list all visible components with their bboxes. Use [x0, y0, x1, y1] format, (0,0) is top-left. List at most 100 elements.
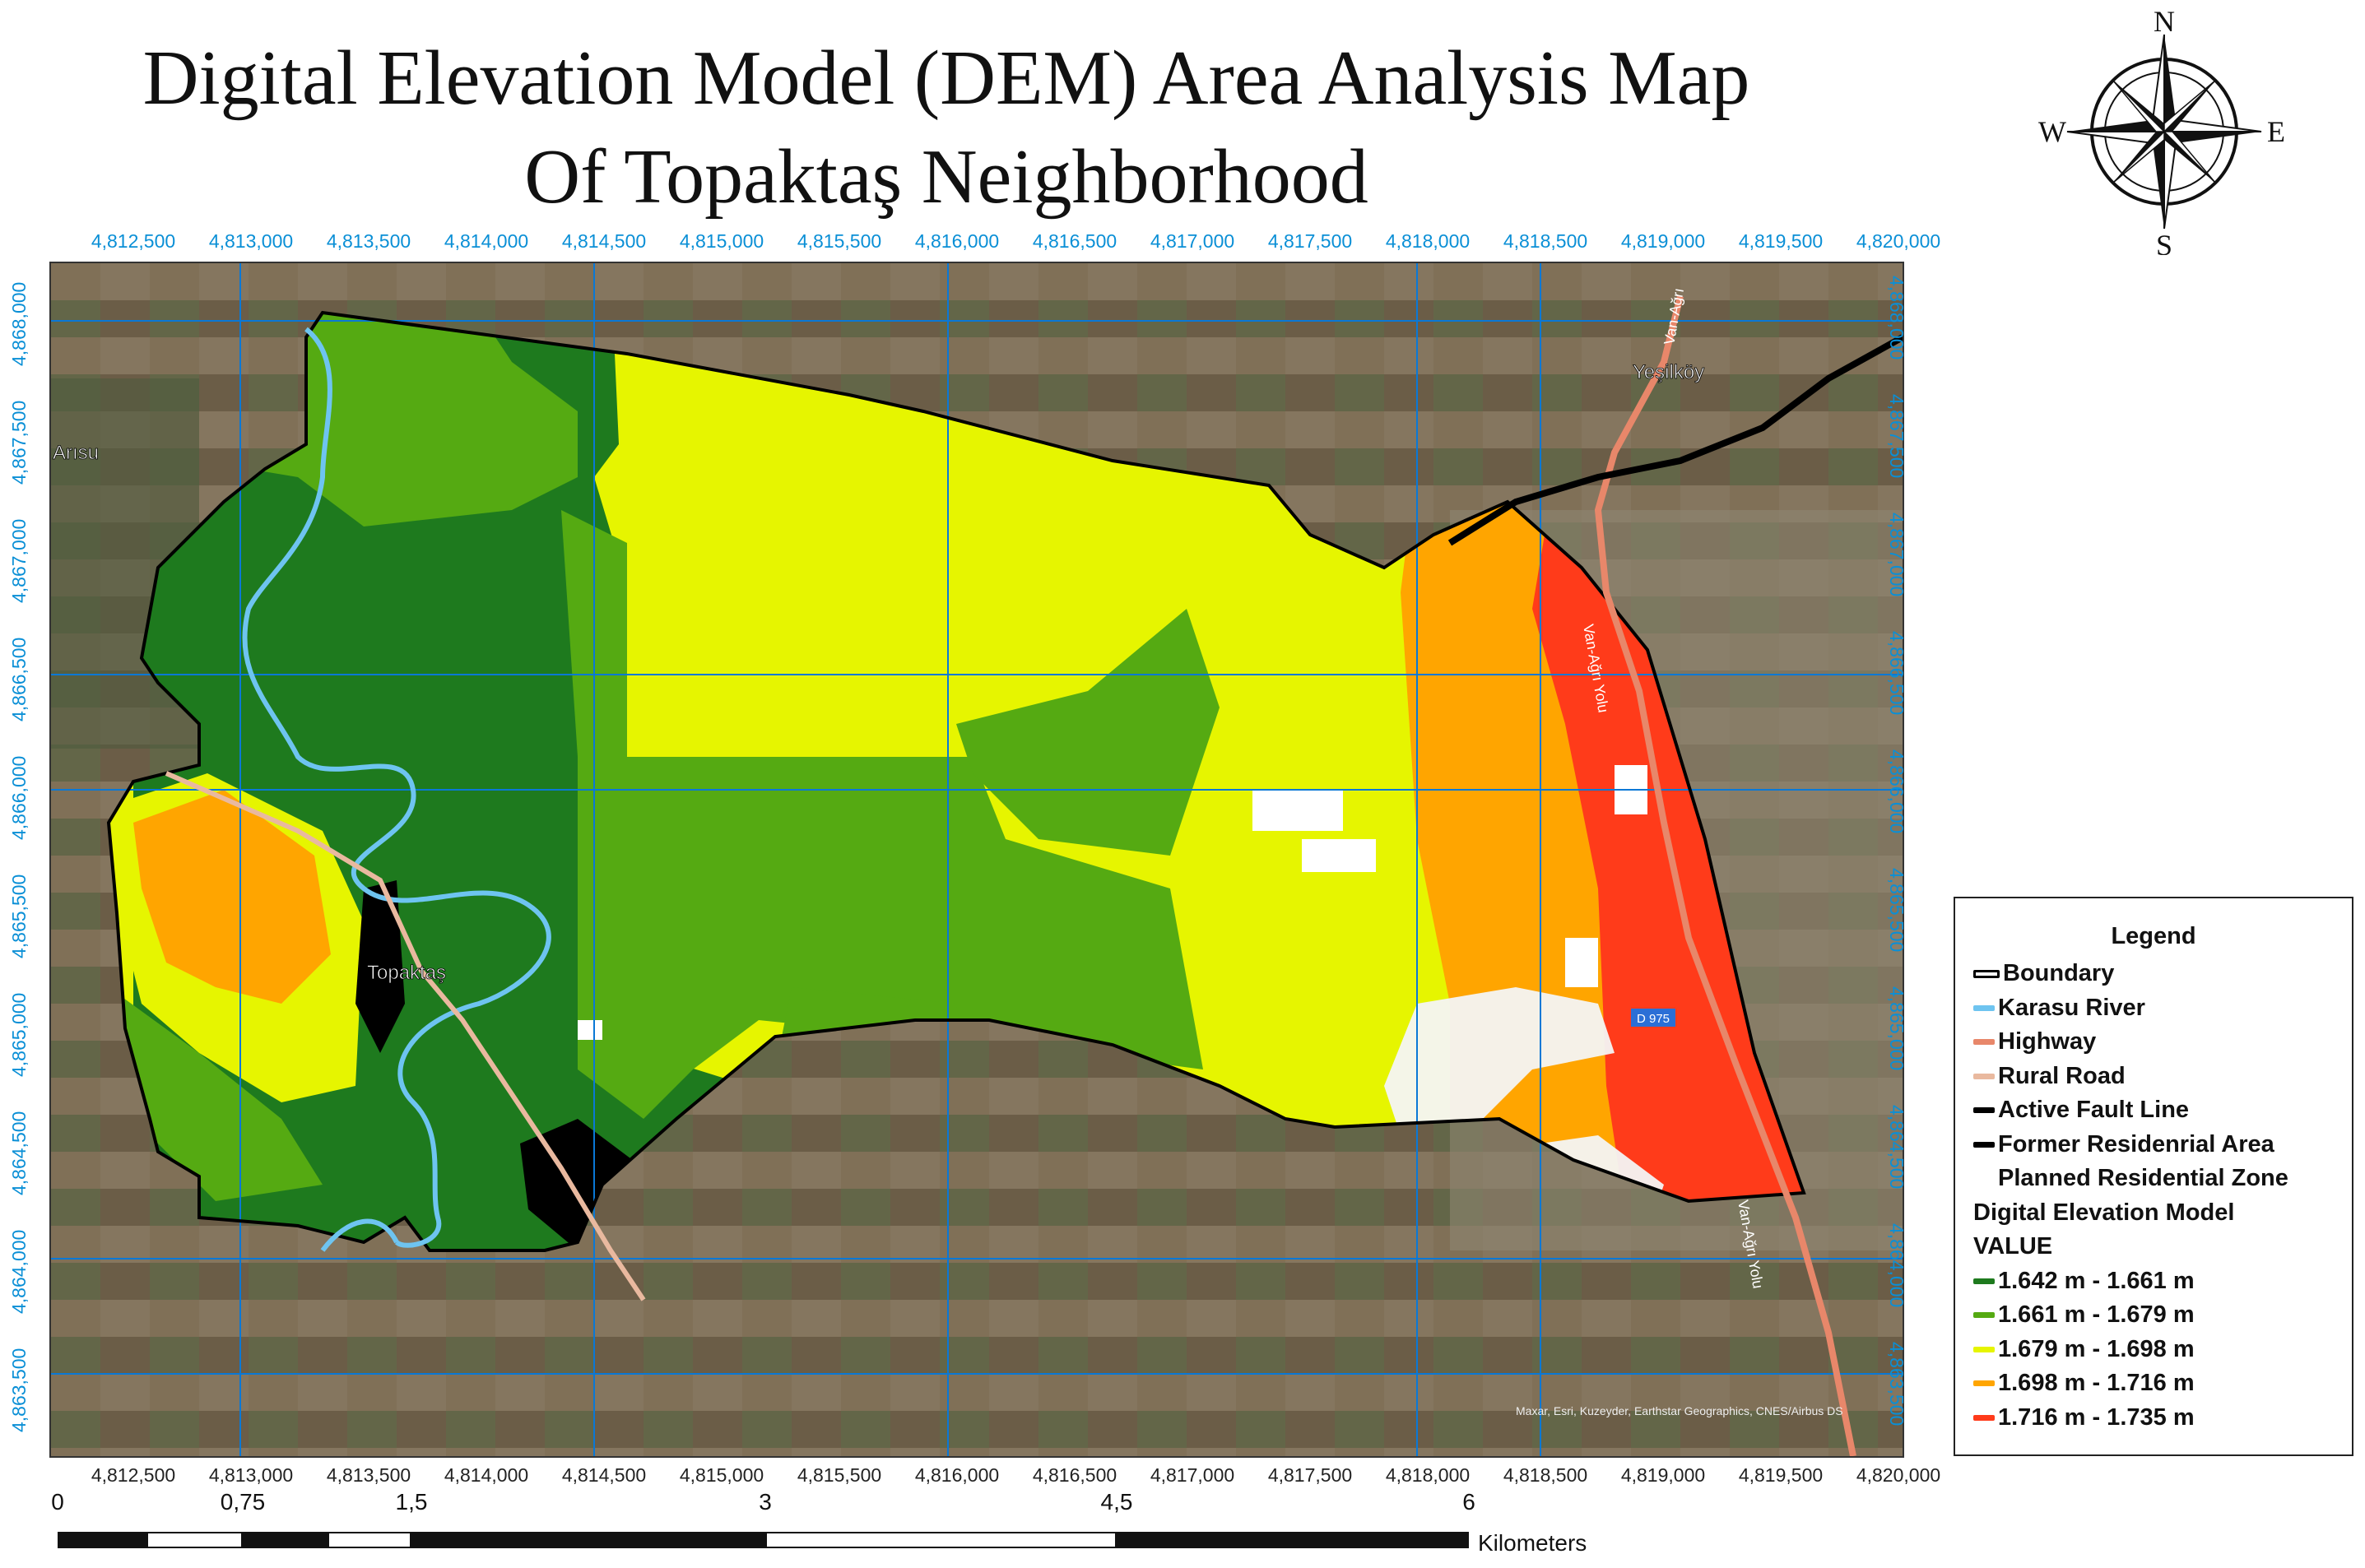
y-tick-left: 4,868,000	[8, 281, 30, 366]
y-tick-left: 4,864,500	[8, 1111, 30, 1195]
x-tick-bottom: 4,818,500	[1503, 1464, 1588, 1486]
y-tick-right: 4,865,500	[1886, 868, 1907, 953]
map-title-line-2: Of Topaktaş Neighborhood	[524, 134, 1368, 220]
x-tick-bottom: 4,813,000	[208, 1464, 294, 1486]
y-tick-left: 4,867,000	[8, 518, 30, 603]
legend-item-label: Karasu River	[1998, 994, 2145, 1021]
y-tick-left: 4,863,500	[8, 1348, 30, 1432]
x-tick-top: 4,820,000	[1856, 230, 1941, 252]
scale-segment	[146, 1532, 243, 1548]
legend-class-label: 1.661 m - 1.679 m	[1998, 1301, 2195, 1329]
coordinate-grid	[51, 263, 1903, 1456]
scale-label: 0	[51, 1489, 64, 1515]
legend-value-heading: VALUE	[1973, 1233, 2053, 1260]
compass-w: W	[2038, 115, 2066, 148]
legend-swatch	[1973, 1176, 1995, 1181]
legend-class-swatch	[1973, 1414, 1995, 1421]
y-tick-right: 4,865,000	[1886, 986, 1907, 1071]
legend-item-label: Rural Road	[1998, 1062, 2126, 1089]
y-tick-right: 4,864,000	[1886, 1223, 1907, 1308]
x-tick-top: 4,818,000	[1385, 230, 1471, 252]
x-tick-bottom: 4,814,000	[444, 1464, 529, 1486]
legend-class-swatch	[1973, 1346, 1995, 1352]
legend-swatch	[1973, 1039, 1995, 1046]
place-arisu: Arısu	[53, 442, 99, 464]
legend-item: Active Fault Line	[1955, 1093, 2352, 1128]
compass-e: E	[2267, 115, 2285, 148]
y-tick-left: 4,867,500	[8, 400, 30, 485]
place-yesilkoy: Yeşilköy	[1633, 361, 1704, 383]
x-tick-top: 4,819,500	[1738, 230, 1824, 252]
scale-label: 4,5	[1100, 1489, 1133, 1515]
y-tick-right: 4,866,000	[1886, 749, 1907, 834]
legend-item-label: Former Residenrial Area	[1998, 1130, 2274, 1157]
active-fault-line	[1447, 334, 1903, 546]
y-tick-left: 4,864,000	[8, 1229, 30, 1314]
legend-class: 1.716 m - 1.735 m	[1955, 1401, 2352, 1436]
legend-class-label: 1.679 m - 1.698 m	[1998, 1335, 2195, 1362]
legend-swatch	[1973, 1004, 1995, 1011]
basemap-attribution: Maxar, Esri, Kuzeyder, Earthstar Geograp…	[1516, 1404, 1843, 1417]
legend-class-label: 1.642 m - 1.661 m	[1998, 1267, 2195, 1294]
scale-bar: 0 0,75 1,5 3 4,5 6 Kilometers	[0, 1489, 2365, 1568]
compass-n: N	[2154, 8, 2175, 38]
legend-class-label: 1.698 m - 1.716 m	[1998, 1370, 2195, 1397]
legend-class-swatch	[1973, 1380, 1995, 1387]
y-tick-right: 4,866,500	[1886, 631, 1907, 716]
y-tick-left: 4,866,500	[8, 637, 30, 721]
scale-label: 0,75	[220, 1489, 266, 1515]
x-tick-top: 4,815,500	[797, 230, 882, 252]
scale-segment	[765, 1532, 1117, 1548]
x-tick-bottom: 4,820,000	[1856, 1464, 1941, 1486]
map-canvas[interactable]: Van-Ağrı Van-Ağrı Yolu Van-Ağrı Yolu D 9…	[49, 262, 1904, 1458]
x-tick-bottom: 4,812,500	[91, 1464, 176, 1486]
y-tick-right: 4,864,500	[1886, 1105, 1907, 1190]
legend-swatch	[1973, 969, 2000, 978]
legend-swatch	[1973, 1107, 1995, 1114]
x-tick-bottom: 4,814,500	[561, 1464, 647, 1486]
x-tick-bottom: 4,817,000	[1150, 1464, 1235, 1486]
rural-road	[165, 771, 646, 1301]
x-tick-top: 4,818,500	[1503, 230, 1588, 252]
x-tick-bottom: 4,815,500	[797, 1464, 882, 1486]
scale-segment	[328, 1532, 411, 1548]
y-tick-left: 4,866,000	[8, 755, 30, 840]
compass-rose-icon: N S E W	[2038, 8, 2285, 255]
x-tick-top: 4,817,000	[1150, 230, 1235, 252]
place-topaktas: Topaktaş	[367, 962, 446, 984]
boundary-line	[106, 310, 1806, 1252]
x-tick-top: 4,817,500	[1267, 230, 1353, 252]
scale-label: 6	[1462, 1489, 1475, 1515]
scale-segment	[411, 1532, 765, 1548]
legend-class: 1.679 m - 1.698 m	[1955, 1333, 2352, 1367]
legend-swatch	[1973, 1073, 1995, 1079]
legend-class-swatch	[1973, 1312, 1995, 1319]
legend-item: Former Residenrial Area	[1955, 1128, 2352, 1162]
y-tick-right: 4,867,500	[1886, 394, 1907, 479]
map-legend: Legend Boundary Karasu River Highway Rural …	[1954, 897, 2353, 1456]
legend-class: 1.661 m - 1.679 m	[1955, 1298, 2352, 1333]
scale-segment	[58, 1532, 146, 1548]
legend-class: 1.698 m - 1.716 m	[1955, 1366, 2352, 1401]
x-tick-bottom: 4,819,000	[1620, 1464, 1706, 1486]
y-tick-right: 4,867,000	[1886, 513, 1907, 597]
scale-unit: Kilometers	[1478, 1530, 1587, 1556]
karasu-river	[242, 327, 551, 1248]
legend-item: Highway	[1955, 1025, 2352, 1060]
x-tick-bottom: 4,816,000	[914, 1464, 1000, 1486]
x-tick-bottom: 4,818,000	[1385, 1464, 1471, 1486]
scale-segment	[1117, 1532, 1469, 1548]
legend-dem-heading: Digital Elevation Model	[1973, 1199, 2235, 1226]
legend-item: Karasu River	[1955, 991, 2352, 1026]
legend-item: Planned Residential Zone	[1955, 1162, 2352, 1196]
x-tick-top: 4,814,500	[561, 230, 647, 252]
x-tick-top: 4,816,500	[1032, 230, 1117, 252]
y-tick-left: 4,865,000	[8, 992, 30, 1077]
x-tick-top: 4,813,000	[208, 230, 294, 252]
map-svg: Van-Ağrı Van-Ağrı Yolu Van-Ağrı Yolu D 9…	[51, 263, 1903, 1456]
scale-label: 1,5	[395, 1489, 428, 1515]
y-tick-left: 4,865,500	[8, 874, 30, 958]
map-title-line-1: Digital Elevation Model (DEM) Area Analy…	[142, 35, 1750, 121]
legend-item-label: Active Fault Line	[1998, 1097, 2190, 1124]
legend-swatch	[1973, 1141, 1995, 1148]
